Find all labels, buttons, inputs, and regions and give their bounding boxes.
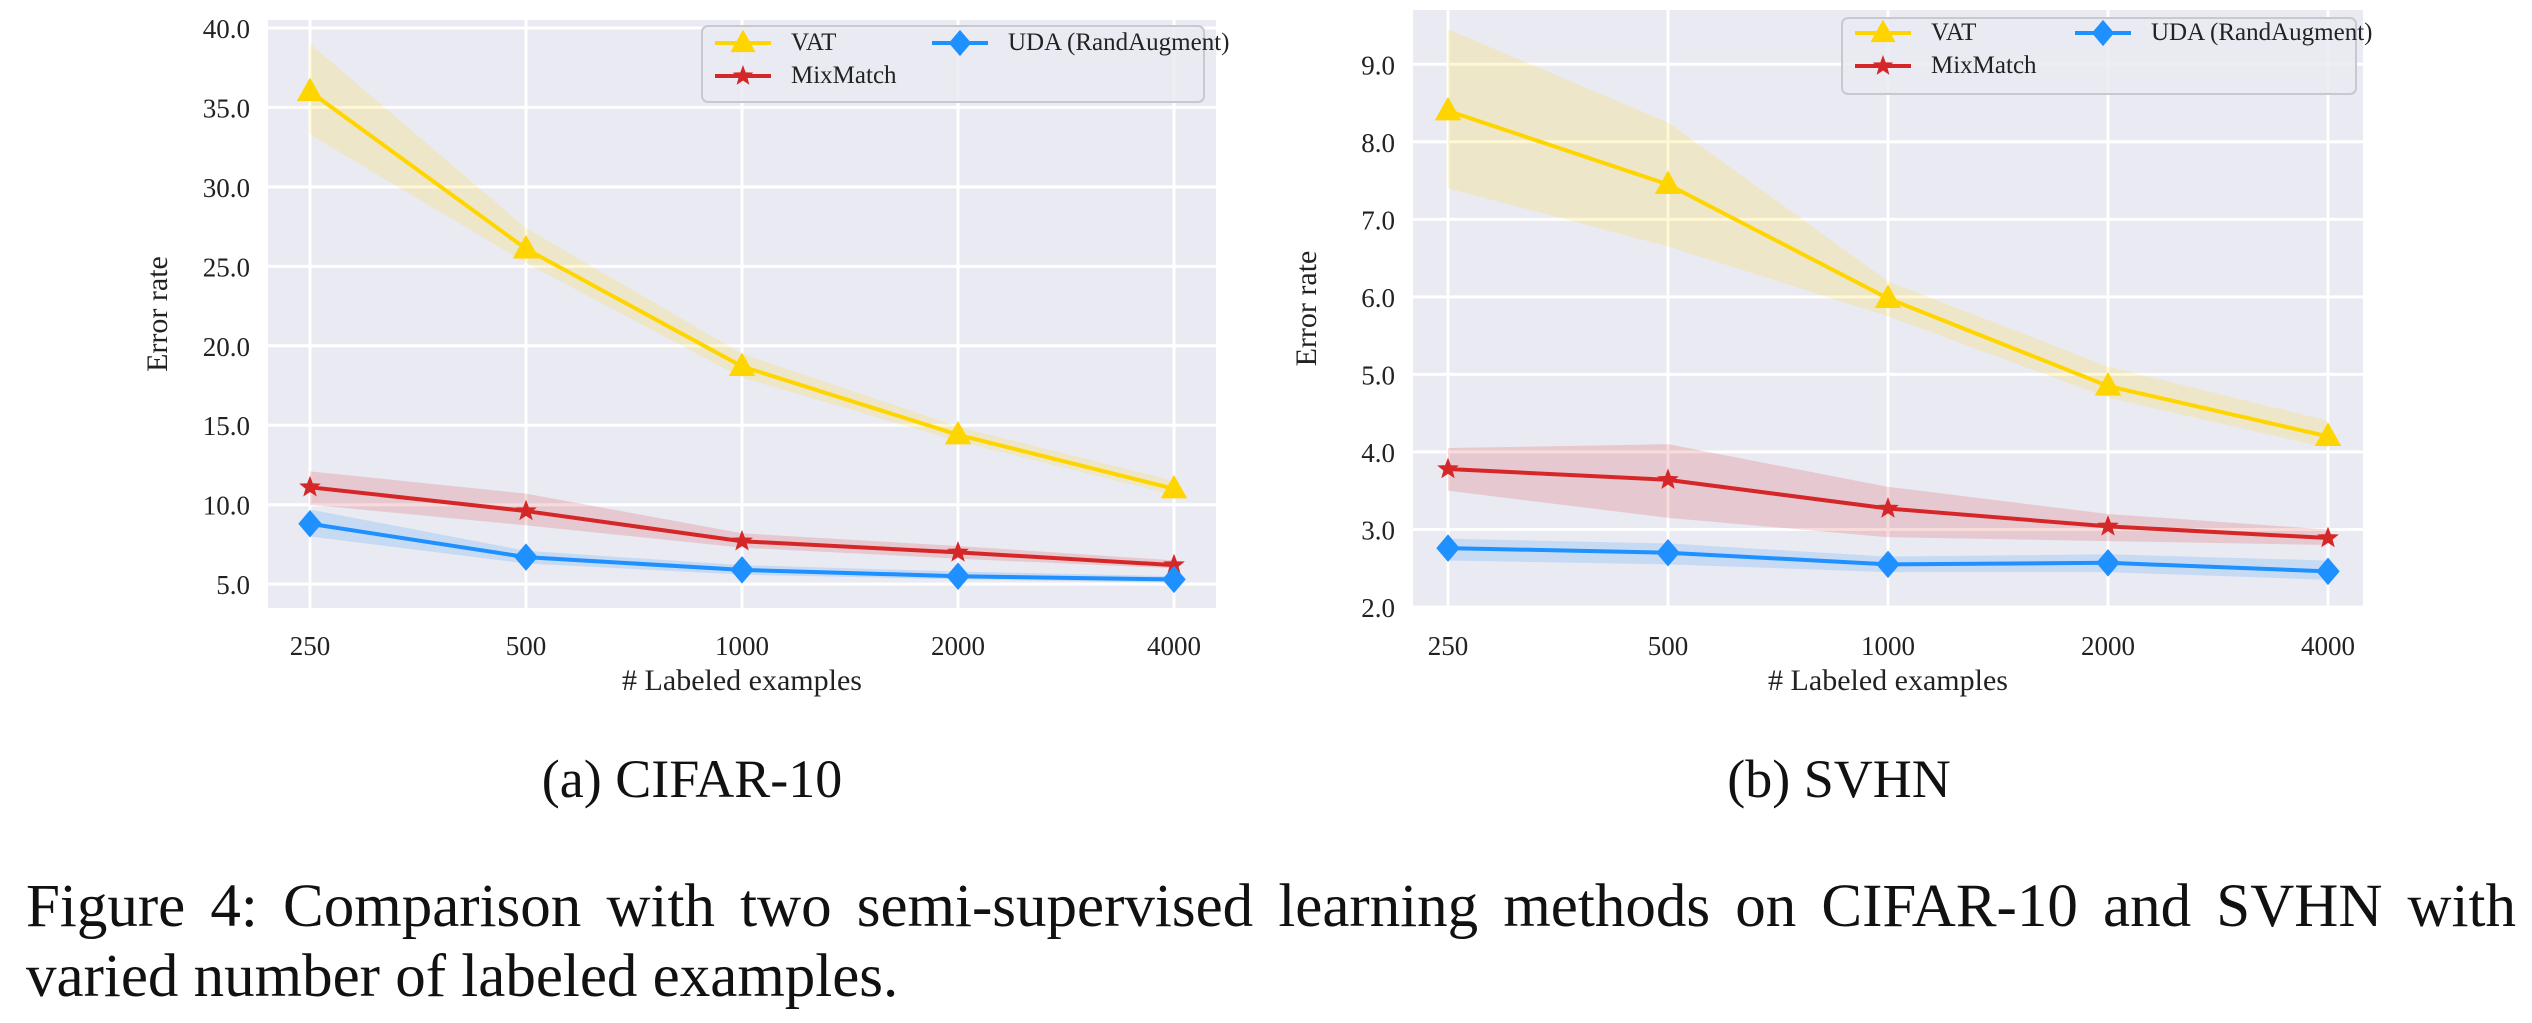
data-point xyxy=(947,540,969,562)
x-tick-label: 2000 xyxy=(931,631,985,661)
data-point xyxy=(731,529,753,551)
subfigure-label-svhn: (b) SVHN xyxy=(1727,749,1951,809)
y-tick-label: 30.0 xyxy=(203,173,250,203)
y-tick-label: 3.0 xyxy=(1361,515,1395,545)
x-tick-label: 4000 xyxy=(2301,631,2355,661)
x-tick-label: 4000 xyxy=(1147,631,1201,661)
legend-marker xyxy=(1872,55,1894,75)
data-point xyxy=(2094,372,2122,396)
y-axis-label: Error rate xyxy=(141,256,174,372)
data-point xyxy=(2096,549,2120,577)
x-tick-label: 500 xyxy=(506,631,547,661)
legend-box xyxy=(701,25,1205,103)
y-tick-label: 2.0 xyxy=(1361,593,1395,623)
data-point xyxy=(515,499,537,521)
data-point xyxy=(2097,514,2119,536)
confidence-band xyxy=(310,471,1174,569)
data-point xyxy=(728,352,756,377)
data-point xyxy=(2316,557,2340,586)
x-tick-label: 250 xyxy=(1428,631,1469,661)
y-tick-label: 10.0 xyxy=(203,491,250,521)
data-point xyxy=(1437,457,1459,479)
y-tick-label: 6.0 xyxy=(1361,283,1395,313)
data-point xyxy=(1657,468,1679,490)
legend-box xyxy=(1841,17,2357,95)
data-point xyxy=(298,510,322,538)
data-point xyxy=(1656,538,1680,567)
y-tick-label: 7.0 xyxy=(1361,205,1395,235)
y-tick-label: 25.0 xyxy=(203,252,250,282)
y-tick-label: 5.0 xyxy=(1361,360,1395,390)
legend-label: MixMatch xyxy=(1931,52,2037,79)
data-point xyxy=(512,234,540,259)
legend-label: VAT xyxy=(791,29,836,56)
data-point xyxy=(2317,526,2339,548)
y-tick-label: 15.0 xyxy=(203,411,250,441)
legend-label: UDA (RandAugment) xyxy=(2151,19,2373,46)
chart-cifar10: 5.0 10.0 15.0 20.0 25.0 30.0 35.0 40.0 250 500 100… xyxy=(141,14,1230,697)
x-tick-label: 2000 xyxy=(2081,631,2135,661)
data-point xyxy=(2314,422,2342,447)
data-point xyxy=(1877,497,1899,518)
data-point xyxy=(1874,284,1902,309)
legend-marker xyxy=(2091,19,2115,47)
chart-svhn: 2.0 3.0 4.0 5.0 6.0 7.0 8.0 9.0 250 500 1000 2000 40… xyxy=(1290,10,2373,697)
subfigure-label-cifar10: (a) CIFAR-10 xyxy=(541,749,843,809)
y-tick-label: 35.0 xyxy=(203,93,250,123)
x-tick-label: 1000 xyxy=(1861,631,1915,661)
y-tick-label: 9.0 xyxy=(1361,50,1395,80)
y-axis-label: Error rate xyxy=(1290,251,1323,367)
y-tick-label: 8.0 xyxy=(1361,128,1395,158)
data-point xyxy=(1162,565,1186,594)
legend-label: VAT xyxy=(1931,19,1976,46)
x-tick-label: 500 xyxy=(1648,631,1689,661)
data-point xyxy=(514,543,538,571)
x-axis-label: # Labeled examples xyxy=(622,664,862,697)
data-point xyxy=(946,562,970,590)
y-tick-label: 40.0 xyxy=(203,14,250,44)
legend-marker xyxy=(730,29,756,53)
legend-label: MixMatch xyxy=(791,62,897,89)
legend-marker xyxy=(948,29,972,57)
y-tick-label: 20.0 xyxy=(203,332,250,362)
data-point xyxy=(1876,550,1900,579)
data-point xyxy=(1434,96,1462,121)
x-tick-label: 1000 xyxy=(715,631,769,661)
y-tick-label: 5.0 xyxy=(216,570,250,600)
x-tick-label: 250 xyxy=(290,631,331,661)
figure-caption: Figure 4: Comparison with two semi-super… xyxy=(26,873,2516,1010)
legend-marker xyxy=(1870,19,1896,43)
data-point xyxy=(296,77,324,102)
data-point xyxy=(1654,170,1682,195)
data-point xyxy=(299,475,321,497)
data-point xyxy=(730,556,754,584)
confidence-band xyxy=(1448,29,2328,449)
data-point xyxy=(944,420,972,445)
y-tick-label: 4.0 xyxy=(1361,438,1395,468)
x-axis-label: # Labeled examples xyxy=(1768,664,2008,697)
data-point xyxy=(1436,534,1460,562)
data-point xyxy=(1160,474,1188,499)
legend-label: UDA (RandAugment) xyxy=(1008,29,1230,56)
legend-marker xyxy=(732,65,754,85)
